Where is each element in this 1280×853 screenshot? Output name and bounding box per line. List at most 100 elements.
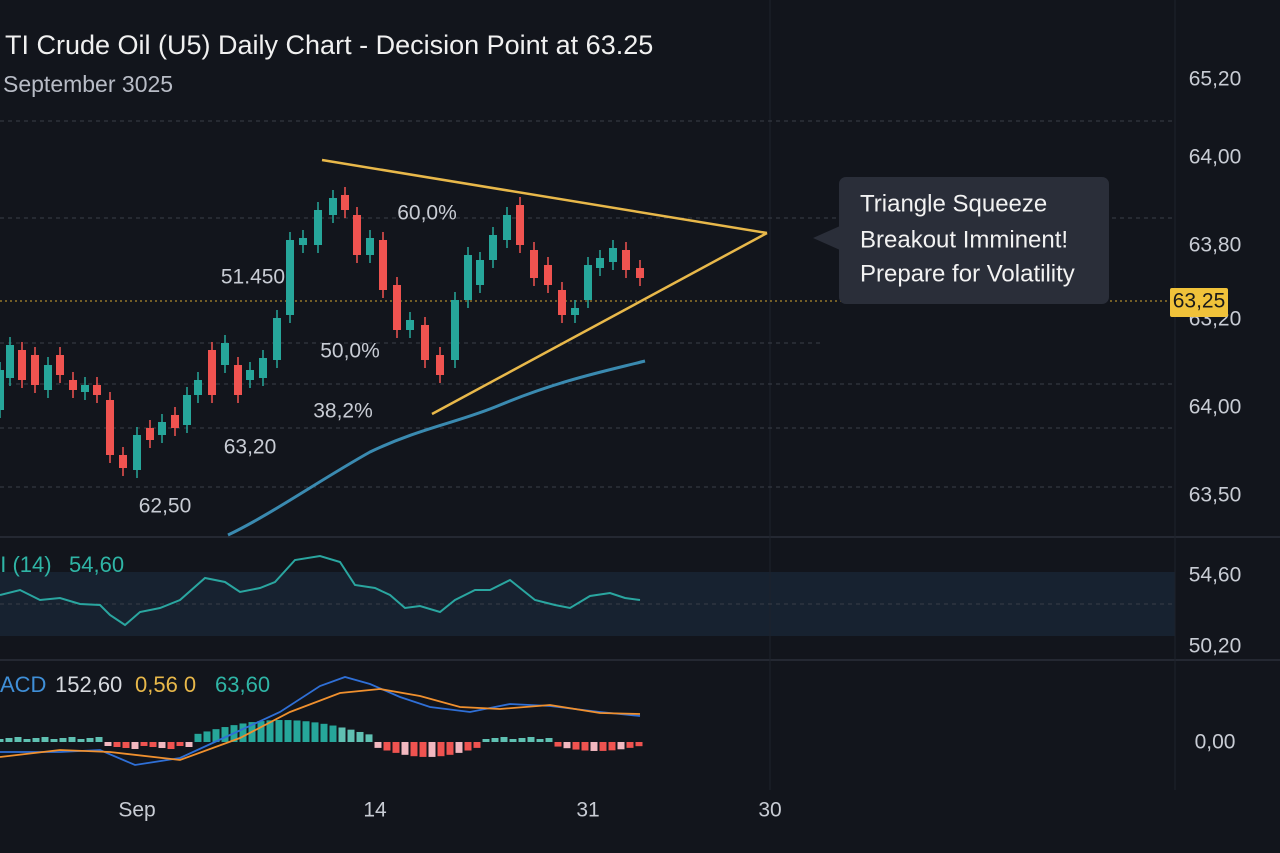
macd-histogram-bar xyxy=(149,742,157,747)
macd-histogram-bar xyxy=(374,742,382,748)
annotation: 62,50 xyxy=(139,495,192,518)
macd-histogram-bar xyxy=(5,738,13,742)
macd-histogram-bar xyxy=(302,721,310,742)
macd-histogram-bar xyxy=(446,742,454,755)
macd-histogram-bar xyxy=(410,742,418,757)
chart-subtitle: September 3025 xyxy=(3,71,173,97)
macd-histogram-bar xyxy=(176,742,184,746)
macd-histogram-bar xyxy=(86,738,94,742)
candle-body xyxy=(0,370,4,410)
macd-histogram-bar xyxy=(194,733,202,742)
macd-histogram-bar xyxy=(23,739,31,742)
macd-histogram-bar xyxy=(365,734,373,742)
macd-histogram-bar xyxy=(185,742,193,747)
signal-line xyxy=(0,688,641,761)
macd-histogram-bar xyxy=(473,742,481,748)
macd-histogram-bar xyxy=(77,739,85,742)
candle-body xyxy=(636,268,644,278)
macd-histogram-bar xyxy=(572,742,580,750)
macd-value: 152,60 xyxy=(55,672,122,697)
candle-body xyxy=(44,365,52,390)
macd-histogram-bar xyxy=(293,720,301,742)
macd-histogram-bar xyxy=(275,720,283,742)
date-axis-label: 14 xyxy=(363,799,387,822)
macd-histogram-bar xyxy=(32,738,40,742)
price-axis-label: 64,00 xyxy=(1189,396,1242,419)
candle-body xyxy=(596,258,604,268)
indicator-axis-label: 0,00 xyxy=(1195,731,1236,754)
current-price: 63,25 xyxy=(1173,290,1226,313)
macd-histogram-bar xyxy=(50,739,58,742)
macd-histogram-bar xyxy=(113,742,121,747)
macd-label: ACD xyxy=(0,672,46,697)
candle-body xyxy=(503,215,511,240)
date-axis-label: 30 xyxy=(758,799,781,822)
triangle-lower xyxy=(431,231,768,416)
macd-histogram-bar xyxy=(266,720,274,742)
date-axis-label: Sep xyxy=(118,799,155,822)
macd-histogram-bar xyxy=(356,731,364,742)
candle-body xyxy=(286,240,294,315)
macd-histogram-bar xyxy=(608,742,616,751)
macd-histogram-bar xyxy=(581,742,589,751)
annotation: 38,2% xyxy=(313,400,373,423)
candle-body xyxy=(366,238,374,255)
macd-histogram-bar xyxy=(590,742,598,751)
candle-body xyxy=(56,355,64,375)
callout-text: Breakout Imminent! xyxy=(860,226,1068,253)
candle-body xyxy=(314,210,322,245)
price-axis-label: 65,20 xyxy=(1189,68,1242,91)
macd-histogram-bar xyxy=(563,742,571,749)
candle-body xyxy=(6,345,14,378)
candle-body xyxy=(119,455,127,468)
chart-title: TI Crude Oil (U5) Daily Chart - Decision… xyxy=(5,30,653,60)
macd-histogram-bar xyxy=(14,737,22,742)
macd-histogram-bar xyxy=(491,738,499,742)
macd-histogram-bar xyxy=(401,742,409,755)
annotation: 51.450 xyxy=(221,266,285,289)
macd-histogram-bar xyxy=(554,742,562,747)
macd-histogram-bar xyxy=(338,727,346,742)
macd-histogram-bar xyxy=(437,742,445,757)
moving-average xyxy=(227,359,646,537)
current-price-badge xyxy=(1170,288,1228,317)
macd-histogram-bar xyxy=(41,737,49,742)
candle-body xyxy=(421,325,429,360)
macd-histogram-bar xyxy=(257,721,265,742)
macd-histogram-bar xyxy=(500,737,508,742)
price-axis-label: 63,80 xyxy=(1189,234,1242,257)
macd-histogram-bar xyxy=(68,737,76,742)
macd-histogram-bar xyxy=(104,742,112,746)
candle-body xyxy=(464,255,472,300)
candle-body xyxy=(329,198,337,215)
macd-histogram-bar xyxy=(599,742,607,751)
candle-body xyxy=(379,240,387,290)
price-axis-label: 64,00 xyxy=(1189,146,1242,169)
candle-body xyxy=(584,265,592,300)
candle-body xyxy=(171,415,179,428)
candle-body xyxy=(558,290,566,315)
rsi-label: 3I (14) xyxy=(0,552,52,577)
macd-histogram-bar xyxy=(419,742,427,757)
candle-body xyxy=(609,248,617,262)
macd-histogram-bar xyxy=(617,742,625,750)
candle-body xyxy=(341,195,349,210)
macd-histogram-bar xyxy=(527,737,535,742)
candle-body xyxy=(273,318,281,360)
macd-histogram-bar xyxy=(347,729,355,742)
candle-body xyxy=(544,265,552,285)
annotation: 60,0% xyxy=(397,202,457,225)
candles xyxy=(0,187,644,478)
indicator-axis-label: 54,60 xyxy=(1189,564,1242,587)
macd-histogram-bar xyxy=(545,738,553,742)
macd-histogram-bar xyxy=(518,738,526,742)
annotation: 63,20 xyxy=(224,436,277,459)
macd-histogram-bar xyxy=(239,723,247,742)
candle-body xyxy=(208,350,216,395)
macd-histogram-bar xyxy=(0,739,4,742)
macd-histogram-bar xyxy=(158,742,166,748)
candle-body xyxy=(234,365,242,395)
candle-body xyxy=(393,285,401,330)
